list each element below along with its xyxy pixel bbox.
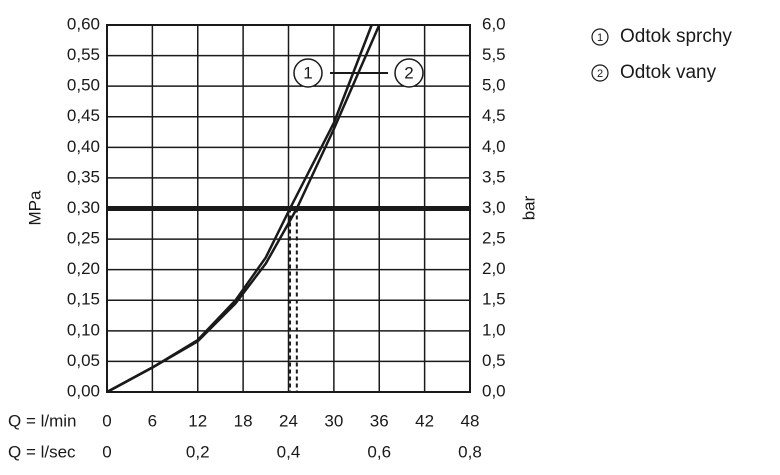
y2-axis-label: bar <box>519 195 538 220</box>
y-tick-label: 0,05 <box>67 351 100 370</box>
y2-tick-label: 3,5 <box>482 167 506 186</box>
legend-label: Odtok vany <box>620 62 717 83</box>
x-tick-label: 30 <box>324 411 343 430</box>
x-tick-label: 42 <box>415 411 434 430</box>
y2-tick-label: 4,0 <box>482 137 506 156</box>
curve-label: 2 <box>404 63 413 82</box>
x-tick-label: 12 <box>188 411 207 430</box>
curve-label: 1 <box>303 63 312 82</box>
x-row-label: Q = l/min <box>8 411 77 430</box>
curve <box>106 24 381 394</box>
y2-tick-label: 4,5 <box>482 106 506 125</box>
curve-label-circle <box>394 58 424 88</box>
y2-tick-label: 5,0 <box>482 76 506 95</box>
y-tick-label: 0,50 <box>67 76 100 95</box>
y-tick-label: 0,10 <box>67 320 100 339</box>
y-tick-label: 0,40 <box>67 137 100 156</box>
legend-marker <box>591 28 609 46</box>
y-tick-label: 0,20 <box>67 259 100 278</box>
x-tick-label: 48 <box>461 411 480 430</box>
legend-marker-label: 1 <box>597 32 603 44</box>
legend-marker <box>591 64 609 82</box>
y-tick-label: 0,45 <box>67 106 100 125</box>
x-tick-label: 36 <box>370 411 389 430</box>
y2-tick-label: 1,5 <box>482 290 506 309</box>
x2-row-label: Q = l/sec <box>8 442 76 461</box>
y2-tick-label: 0,0 <box>482 381 506 400</box>
y-tick-label: 0,55 <box>67 45 100 64</box>
y2-tick-label: 2,0 <box>482 259 506 278</box>
x-tick-label: 24 <box>279 411 298 430</box>
legend-label: Odtok sprchy <box>620 26 732 47</box>
y-tick-label: 0,60 <box>67 14 100 33</box>
y2-tick-label: 6,0 <box>482 14 506 33</box>
y-tick-label: 0,30 <box>67 198 100 217</box>
x2-tick-label: 0,2 <box>186 442 210 461</box>
y-tick-label: 0,15 <box>67 290 100 309</box>
curve-label-circle <box>293 58 323 88</box>
legend-marker-label: 2 <box>597 68 603 80</box>
x-tick-label: 6 <box>148 411 157 430</box>
y2-tick-label: 3,0 <box>482 198 506 217</box>
x2-tick-label: 0,4 <box>277 442 301 461</box>
y2-tick-label: 1,0 <box>482 320 506 339</box>
x2-tick-label: 0,6 <box>367 442 391 461</box>
y-tick-label: 0,35 <box>67 167 100 186</box>
y-axis-label: MPa <box>25 190 44 226</box>
y-tick-label: 0,00 <box>67 381 100 400</box>
x-tick-label: 0 <box>102 411 111 430</box>
x2-tick-label: 0 <box>102 442 111 461</box>
y2-tick-label: 2,5 <box>482 229 506 248</box>
y2-tick-label: 0,5 <box>482 351 506 370</box>
x-tick-label: 18 <box>234 411 253 430</box>
y2-tick-label: 5,5 <box>482 45 506 64</box>
x2-tick-label: 0,8 <box>458 442 482 461</box>
y-tick-label: 0,25 <box>67 229 100 248</box>
